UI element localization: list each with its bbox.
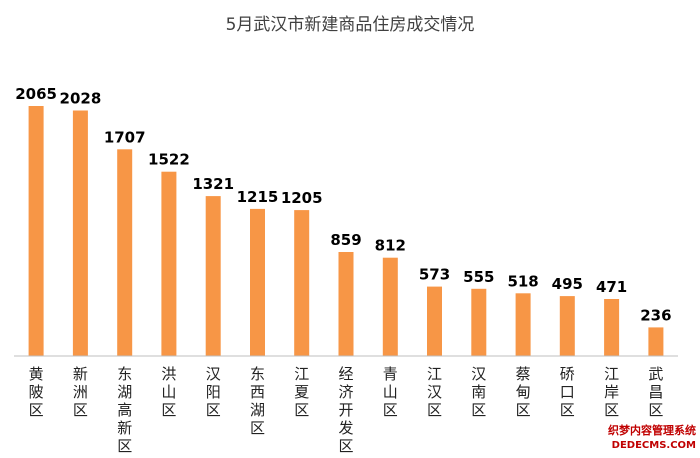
watermark-line2: DEDECMS.COM [612, 440, 696, 451]
value-label-2: 1707 [104, 128, 146, 146]
category-label-1: 新洲区 [73, 365, 88, 419]
bar-9 [427, 286, 442, 356]
bar-14 [648, 327, 664, 356]
bar-3 [161, 171, 177, 356]
bars-group [28, 106, 664, 356]
category-label-14: 武昌区 [648, 365, 663, 419]
value-label-12: 495 [552, 275, 583, 293]
value-label-4: 1321 [192, 175, 234, 193]
bar-8 [382, 257, 398, 356]
value-label-1: 2028 [60, 90, 102, 108]
watermark: 织梦内容管理系统 DEDECMS.COM [608, 423, 696, 451]
category-label-0: 黄陂区 [29, 365, 44, 419]
category-label-3: 洪山区 [161, 365, 176, 419]
bar-11 [515, 293, 531, 356]
chart-title: 5月武汉市新建商品住房成交情况 [226, 15, 475, 35]
value-label-7: 859 [330, 231, 361, 249]
value-label-9: 573 [419, 266, 450, 284]
value-label-5: 1215 [237, 188, 279, 206]
category-label-4: 汉阳区 [206, 365, 221, 419]
category-label-8: 青山区 [383, 365, 398, 419]
category-label-13: 江岸区 [604, 365, 619, 419]
category-label-12: 硚口区 [560, 365, 575, 419]
category-label-10: 汉南区 [471, 365, 486, 419]
watermark-line1: 织梦内容管理系统 [608, 423, 696, 437]
bar-5 [250, 208, 265, 356]
value-label-11: 518 [507, 272, 538, 290]
value-label-0: 2065 [15, 85, 57, 103]
category-label-2: 东湖高新区 [117, 365, 132, 455]
bar-10 [471, 288, 487, 356]
value-label-3: 1522 [148, 151, 190, 169]
category-label-6: 江夏区 [294, 365, 309, 419]
bar-1 [72, 110, 88, 356]
category-label-5: 东西湖区 [250, 365, 265, 437]
bar-2 [117, 149, 133, 356]
category-label-7: 经济开发区 [338, 365, 353, 455]
bar-12 [559, 296, 575, 356]
bar-4 [205, 196, 221, 356]
bar-13 [604, 299, 620, 356]
category-label-11: 蔡甸区 [516, 365, 531, 419]
bar-0 [28, 106, 44, 356]
value-label-10: 555 [463, 268, 494, 286]
value-label-14: 236 [640, 306, 671, 324]
value-label-6: 1205 [281, 189, 323, 207]
value-label-8: 812 [375, 237, 406, 255]
bar-6 [294, 210, 310, 356]
category-label-9: 江汉区 [427, 365, 442, 419]
bar-7 [338, 252, 354, 356]
value-label-13: 471 [596, 278, 627, 296]
category-labels-group: 黄陂区 新洲区 东湖高新区 洪山区 汉阳区 东西湖区 江夏区 经济开发区 青山区 江汉区 汉南区 蔡甸… [29, 365, 664, 455]
